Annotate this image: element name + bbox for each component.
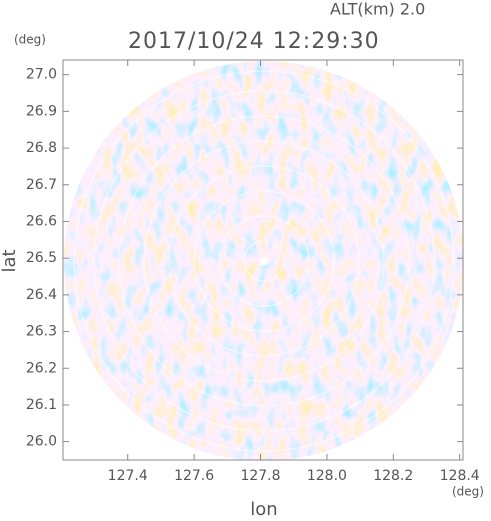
y-tick-label: 26.8 xyxy=(26,140,57,156)
y-tick-label: 26.3 xyxy=(26,324,57,340)
y-tick-label: 26.6 xyxy=(26,213,57,229)
x-tick-label: 127.4 xyxy=(108,468,148,484)
x-tick-label: 128.2 xyxy=(373,468,413,484)
radar-center xyxy=(260,257,268,265)
y-tick-label: 26.0 xyxy=(26,434,57,450)
x-tick-label: 128.4 xyxy=(440,468,480,484)
x-unit: (deg) xyxy=(452,485,484,499)
subtitle: ALT(km) 2.0 xyxy=(330,0,425,19)
plot-frame xyxy=(62,59,464,461)
radar-field xyxy=(64,61,464,461)
y-tick-label: 26.9 xyxy=(26,103,57,119)
y-tick-label: 26.1 xyxy=(26,397,57,413)
y-tick-label: 26.7 xyxy=(26,177,57,193)
y-tick-label: 26.5 xyxy=(26,250,57,266)
x-tick-label: 128.0 xyxy=(307,468,347,484)
x-axis-title: lon xyxy=(250,499,277,520)
y-tick-label: 27.0 xyxy=(26,67,57,83)
y-tick-label: 26.4 xyxy=(26,287,57,303)
y-unit: (deg) xyxy=(14,33,46,47)
chart-title: 2017/10/24 12:29:30 xyxy=(128,29,380,54)
x-tick-label: 127.8 xyxy=(240,468,280,484)
y-tick-label: 26.2 xyxy=(26,360,57,376)
x-tick-label: 127.6 xyxy=(174,468,214,484)
y-axis-title: lat xyxy=(0,249,20,272)
range-rings xyxy=(73,70,455,452)
